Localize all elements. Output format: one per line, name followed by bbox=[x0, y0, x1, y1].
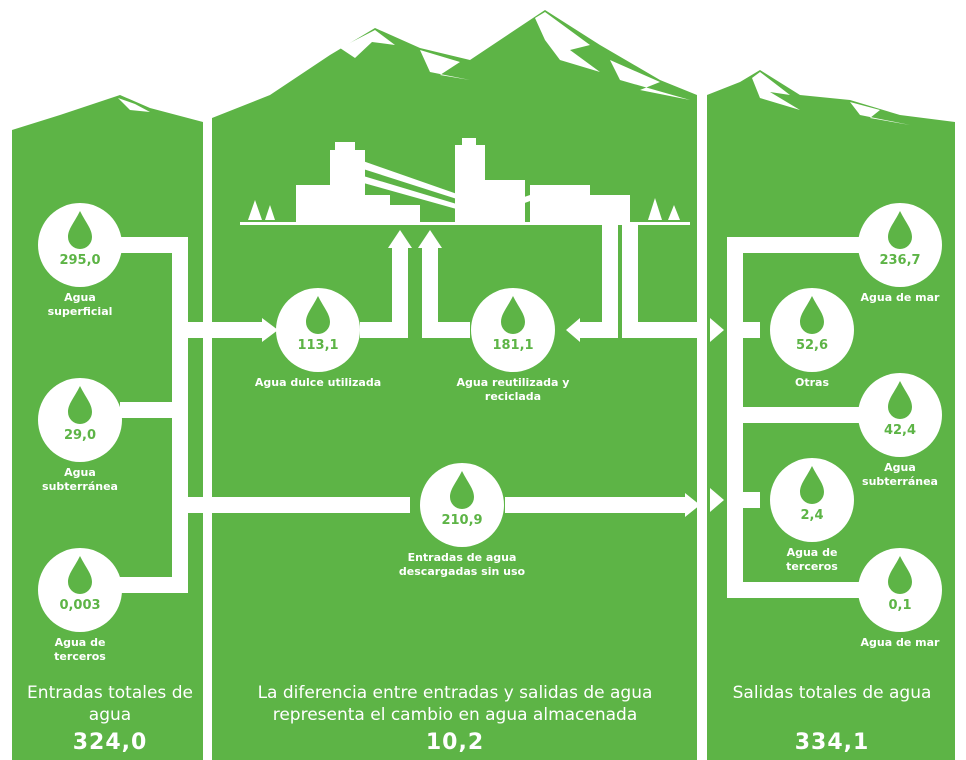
drop-icon bbox=[306, 296, 330, 334]
item-label: Agua subterránea bbox=[42, 466, 118, 493]
section-total: 10,2 bbox=[425, 730, 485, 755]
drop-icon bbox=[888, 556, 912, 594]
item-value: 113,1 bbox=[297, 338, 339, 353]
item-value: 52,6 bbox=[795, 338, 829, 353]
item-label: Agua subterránea bbox=[862, 461, 938, 488]
section-title: Salidas totales de agua bbox=[732, 683, 932, 703]
item-value: 295,0 bbox=[59, 253, 101, 268]
item-label: Agua de mar bbox=[860, 636, 940, 649]
item-label: Agua dulce utilizada bbox=[254, 376, 382, 389]
item-value: 0,1 bbox=[888, 598, 912, 613]
item-label: Agua de terceros bbox=[786, 546, 838, 573]
drop-icon bbox=[501, 296, 525, 334]
item-value: 29,0 bbox=[63, 428, 97, 443]
item-label: Agua de terceros bbox=[54, 636, 106, 663]
drop-icon bbox=[800, 466, 824, 504]
section-total: 334,1 bbox=[794, 730, 870, 755]
section-title: La diferencia entre entradas y salidas d… bbox=[257, 683, 653, 725]
drop-icon bbox=[888, 211, 912, 249]
item-value: 0,003 bbox=[59, 598, 101, 613]
drop-icon bbox=[68, 386, 92, 424]
drop-icon bbox=[68, 556, 92, 594]
item-value: 2,4 bbox=[800, 508, 824, 523]
item-label: Agua de mar bbox=[860, 291, 940, 304]
section-total: 324,0 bbox=[72, 730, 148, 755]
drop-icon bbox=[68, 211, 92, 249]
item-value: 210,9 bbox=[441, 513, 483, 528]
item-label: Otras bbox=[794, 376, 829, 389]
section-title: Entradas totales de agua bbox=[27, 683, 193, 725]
item-value: 181,1 bbox=[492, 338, 534, 353]
item-label: Agua superficial bbox=[47, 291, 113, 318]
drop-icon bbox=[888, 381, 912, 419]
drop-icon bbox=[800, 296, 824, 334]
item-value: 236,7 bbox=[879, 253, 921, 268]
drop-icon bbox=[450, 471, 474, 509]
item-label: Agua reutilizada y reciclada bbox=[456, 376, 570, 403]
item-value: 42,4 bbox=[883, 423, 917, 438]
item-label: Entradas de agua descargadas sin uso bbox=[398, 551, 526, 578]
